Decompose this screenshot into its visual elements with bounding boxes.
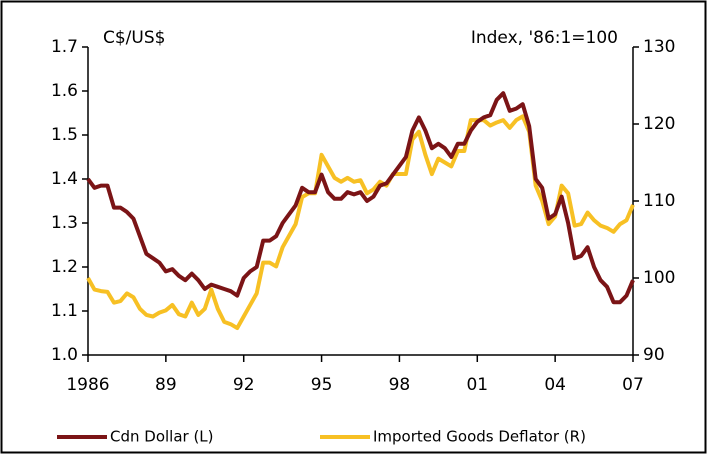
x-tick-label: 98 (389, 375, 411, 395)
y-tick-label: 1.1 (51, 301, 78, 321)
y2-tick-label: 100 (643, 268, 675, 288)
y-tick-label: 1.4 (51, 169, 78, 189)
series-line (86, 114, 635, 331)
y-tick-label: 1.2 (51, 257, 78, 277)
x-tick-label: 01 (466, 375, 488, 395)
x-tick-label: 04 (544, 375, 566, 395)
y2-tick-label: 120 (643, 114, 675, 134)
y-tick-label: 1.0 (51, 345, 78, 365)
legend-label: Cdn Dollar (L) (110, 428, 214, 446)
y-tick-label: 1.3 (51, 213, 78, 233)
x-tick-label: 89 (155, 375, 177, 395)
y-tick-label: 1.5 (51, 125, 78, 145)
legend-label: Imported Goods Deflator (R) (373, 428, 586, 446)
y-axis-label: C$/US$ (103, 28, 165, 48)
y2-tick-label: 110 (643, 191, 675, 211)
x-tick-label: 1986 (66, 375, 109, 395)
x-tick-label: 07 (622, 375, 644, 395)
y-tick-label: 1.6 (51, 81, 78, 101)
y2-tick-label: 130 (643, 37, 675, 57)
x-tick-label: 92 (233, 375, 255, 395)
series-line (86, 91, 635, 305)
x-tick-label: 95 (311, 375, 333, 395)
y2-tick-label: 90 (643, 345, 665, 365)
y2-axis-label: Index, '86:1=100 (471, 28, 618, 48)
y-tick-label: 1.7 (51, 37, 78, 57)
